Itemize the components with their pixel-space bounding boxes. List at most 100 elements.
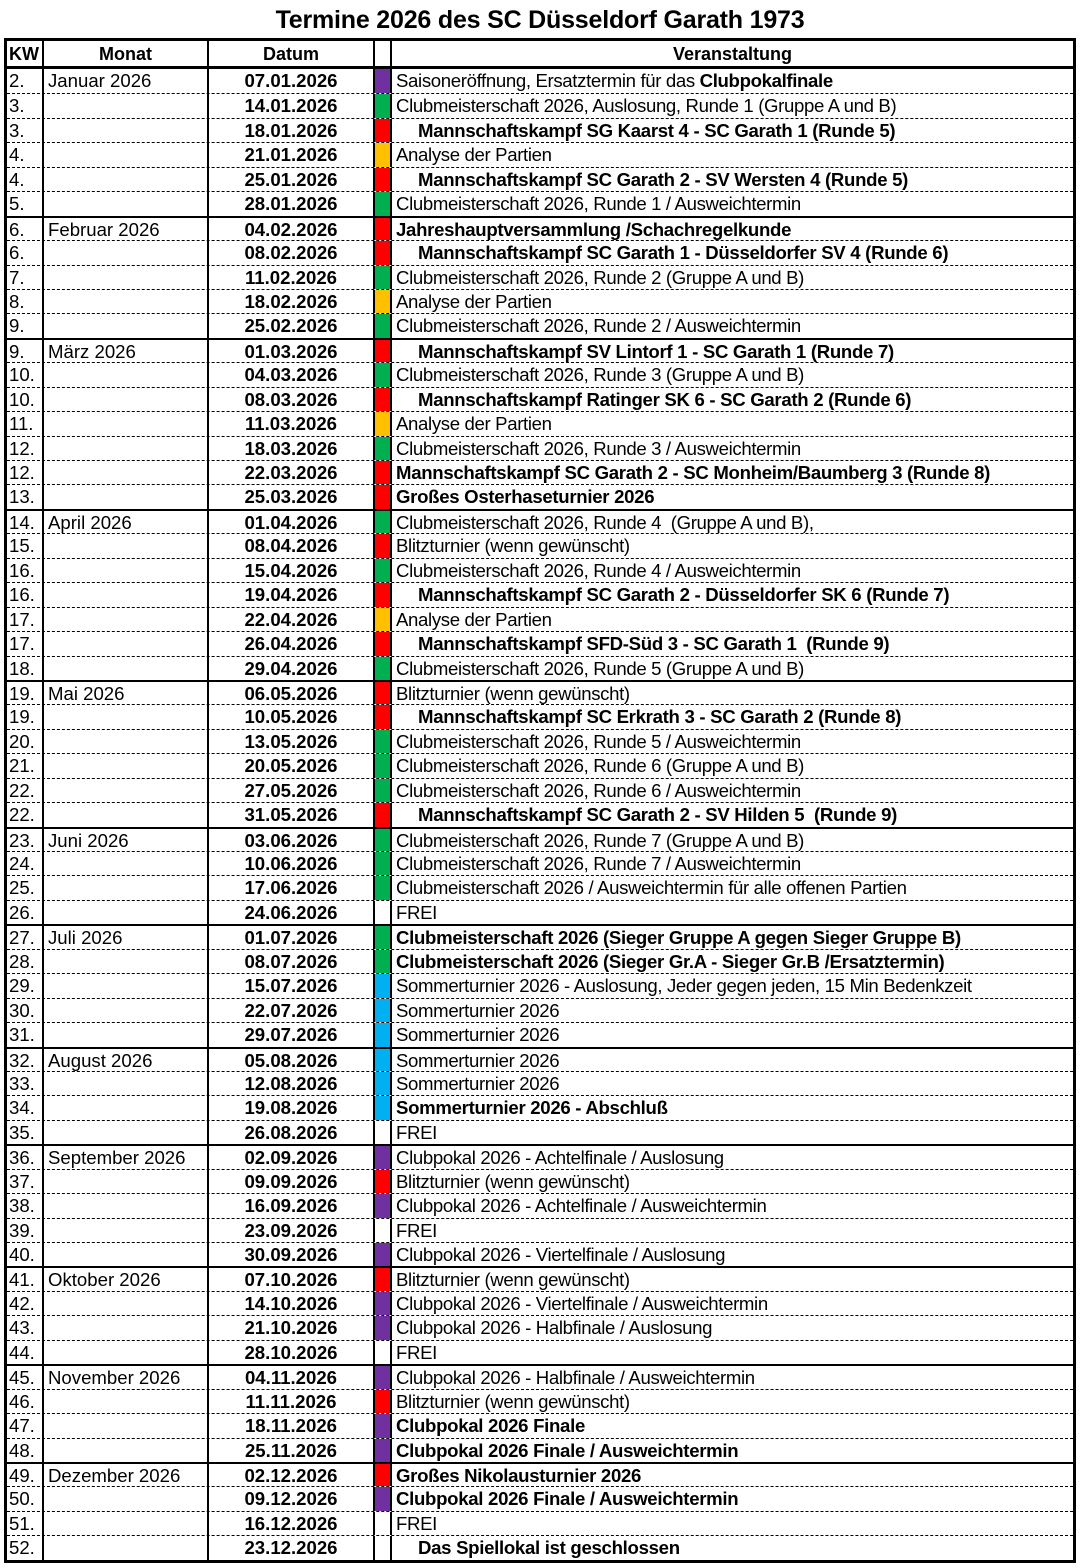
kw-cell: 15. <box>7 534 44 558</box>
month-cell <box>44 778 209 803</box>
table-row: 11. 11.03.2026 Analyse der Partien <box>7 411 1073 436</box>
table-row: 4. 21.01.2026 Analyse der Partien <box>7 142 1073 167</box>
event-text: Clubmeisterschaft 2026, Runde 5 (Gruppe … <box>396 657 805 679</box>
date-cell: 18.03.2026 <box>209 436 375 460</box>
event-cell: FREI <box>392 1219 1073 1242</box>
month-cell <box>44 192 209 216</box>
event-cell: Das Spiellokal ist geschlossen <box>392 1536 1073 1559</box>
event-text: FREI <box>396 1121 437 1143</box>
category-color-swatch <box>375 1268 392 1291</box>
event-text: Clubmeisterschaft 2026 (Sieger Gruppe A … <box>396 927 961 949</box>
date-cell: 03.06.2026 <box>209 828 375 851</box>
date-cell: 14.10.2026 <box>209 1291 375 1316</box>
event-text: Das Spiellokal ist geschlossen <box>418 1537 680 1559</box>
kw-cell: 41. <box>7 1268 44 1291</box>
table-row: 39. 23.09.2026 FREI <box>7 1217 1073 1242</box>
event-cell: Clubpokal 2026 Finale <box>392 1414 1073 1437</box>
date-cell: 27.05.2026 <box>209 778 375 803</box>
table-row: 37. 09.09.2026 Blitzturnier (wenn gewünsch… <box>7 1168 1073 1194</box>
event-text: Sommerturnier 2026 <box>396 1049 560 1071</box>
event-text: Mannschaftskampf SC Garath 2 - SC Monhei… <box>396 462 991 483</box>
table-row: 36. September 2026 02.09.2026 Clubpokal 202… <box>7 1144 1073 1169</box>
month-cell <box>44 656 209 680</box>
table-row: 31. 29.07.2026 Sommerturnier 2026 <box>7 1022 1073 1047</box>
date-cell: 08.03.2026 <box>209 387 375 412</box>
event-text: Jahreshauptversammlung /Schachregelkunde <box>396 218 792 240</box>
event-cell: Blitzturnier (wenn gewünscht) <box>392 1170 1073 1193</box>
date-cell: 08.02.2026 <box>209 241 375 265</box>
event-text: Sommerturnier 2026 <box>396 999 560 1021</box>
event-text: Mannschaftskampf SC Garath 2 - SV Hilden… <box>418 804 897 826</box>
category-color-swatch <box>375 1120 392 1145</box>
category-color-swatch <box>375 607 392 632</box>
kw-cell: 43. <box>7 1316 44 1340</box>
kw-cell: 11. <box>7 412 44 436</box>
table-row: 8. 18.02.2026 Analyse der Partien <box>7 288 1073 314</box>
kw-cell: 49. <box>7 1463 44 1487</box>
kw-cell: 48. <box>7 1438 44 1462</box>
event-text: Blitzturnier (wenn gewünscht) <box>396 1390 630 1412</box>
month-cell <box>44 1194 209 1218</box>
event-text: Sommerturnier 2026 - Auslosung, Jeder ge… <box>396 975 972 997</box>
month-cell: November 2026 <box>44 1366 209 1389</box>
kw-cell: 20. <box>7 729 44 754</box>
category-color-swatch <box>375 1438 392 1462</box>
category-color-swatch <box>375 1340 392 1365</box>
event-text-bold: Clubpokalfinale <box>699 70 834 91</box>
kw-cell: 21. <box>7 754 44 778</box>
kw-cell: 17. <box>7 632 44 656</box>
table-row: 3. 18.01.2026 Mannschaftskampf SG Kaarst 4… <box>7 117 1073 143</box>
table-row: 26. 24.06.2026 FREI <box>7 899 1073 925</box>
event-cell: Sommerturnier 2026 <box>392 1072 1073 1095</box>
table-row: 5. 28.01.2026 Clubmeisterschaft 2026, Rund… <box>7 191 1073 216</box>
month-cell: Oktober 2026 <box>44 1268 209 1291</box>
date-cell: 10.05.2026 <box>209 705 375 729</box>
table-row: 33. 12.08.2026 Sommerturnier 2026 <box>7 1070 1073 1096</box>
category-color-swatch <box>375 900 392 925</box>
schedule-table: KW Monat Datum Veranstaltung 2. Januar 20… <box>4 38 1076 1563</box>
event-cell: Mannschaftskampf SC Garath 2 - SV Werste… <box>392 168 1073 191</box>
month-cell: Januar 2026 <box>44 69 209 94</box>
month-cell: Juni 2026 <box>44 828 209 851</box>
date-cell: 21.10.2026 <box>209 1316 375 1340</box>
date-cell: 04.03.2026 <box>209 363 375 387</box>
event-cell: Clubmeisterschaft 2026, Runde 1 / Auswei… <box>392 192 1073 215</box>
event-text: Clubpokal 2026 - Viertelfinale / Ausweic… <box>396 1292 768 1314</box>
category-color-swatch <box>375 828 392 851</box>
date-cell: 16.09.2026 <box>209 1194 375 1218</box>
kw-cell: 3. <box>7 94 44 118</box>
kw-cell: 34. <box>7 1096 44 1120</box>
table-row: 30. 22.07.2026 Sommerturnier 2026 <box>7 997 1073 1023</box>
category-color-swatch <box>375 1316 392 1340</box>
event-cell: Blitzturnier (wenn gewünscht) <box>392 682 1073 704</box>
event-cell: Mannschaftskampf SFD-Süd 3 - SC Garath 1… <box>392 632 1073 655</box>
table-row: 14. April 2026 01.04.2026 Clubmeisterschaft… <box>7 508 1073 534</box>
category-color-swatch <box>375 1366 392 1389</box>
category-color-swatch <box>375 314 392 338</box>
date-cell: 02.12.2026 <box>209 1463 375 1487</box>
event-cell: Clubmeisterschaft 2026, Runde 7 (Gruppe … <box>392 829 1073 851</box>
table-row: 49. Dezember 2026 02.12.2026 Großes Nikolau… <box>7 1461 1073 1487</box>
event-text: Großes Nikolausturnier 2026 <box>396 1464 642 1486</box>
category-color-swatch <box>375 1169 392 1194</box>
kw-cell: 40. <box>7 1243 44 1267</box>
event-cell: Analyse der Partien <box>392 143 1073 166</box>
event-cell: Clubmeisterschaft 2026, Runde 2 / Auswei… <box>392 314 1073 337</box>
table-row: 32. August 2026 05.08.2026 Sommerturnier 20… <box>7 1046 1073 1071</box>
event-text: Clubpokal 2026 Finale <box>396 1415 585 1437</box>
kw-cell: 46. <box>7 1389 44 1414</box>
month-cell <box>44 241 209 265</box>
kw-cell: 18. <box>7 656 44 680</box>
category-color-swatch <box>375 949 392 974</box>
table-row: 6. 08.02.2026 Mannschaftskampf SC Garath 1… <box>7 240 1073 265</box>
month-cell <box>44 705 209 729</box>
category-color-swatch <box>375 876 392 900</box>
kw-cell: 33. <box>7 1071 44 1096</box>
month-cell <box>44 363 209 387</box>
event-cell: Sommerturnier 2026 - Abschluß <box>392 1096 1073 1119</box>
date-cell: 25.01.2026 <box>209 167 375 192</box>
month-cell: Juli 2026 <box>44 926 209 949</box>
month-cell <box>44 1487 209 1511</box>
kw-cell: 26. <box>7 900 44 925</box>
table-row: 29. 15.07.2026 Sommerturnier 2026 - Auslos… <box>7 973 1073 998</box>
